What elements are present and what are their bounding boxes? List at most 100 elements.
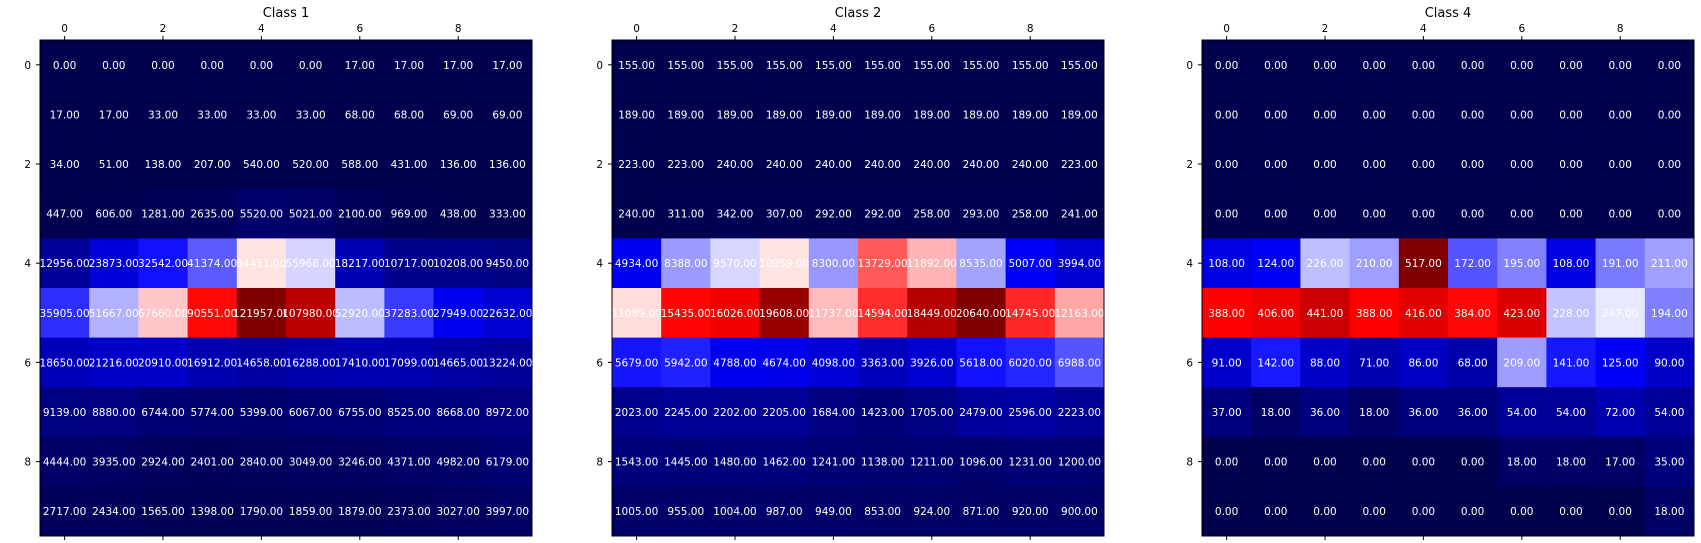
heatmap-cell — [433, 89, 484, 140]
heatmap-cell — [1595, 486, 1646, 537]
heatmap-cell — [286, 486, 336, 537]
cell-value-label: 441.00 — [1307, 308, 1344, 320]
cell-value-label: 18.00 — [1556, 457, 1586, 469]
heatmap-cell — [1005, 288, 1056, 338]
cell-value-label: 0.00 — [53, 60, 76, 72]
heatmap-cell — [187, 436, 238, 487]
cell-value-label: 107980.00 — [282, 308, 339, 320]
cell-value-label: 155.00 — [717, 60, 754, 72]
cell-value-label: 55968.00 — [286, 258, 336, 270]
heatmap-cell — [858, 188, 908, 239]
heatmap-cell — [1644, 436, 1695, 487]
cell-value-label: 311.00 — [667, 209, 704, 221]
heatmap-cell — [187, 188, 238, 239]
cell-value-label: 207.00 — [194, 159, 231, 171]
heatmap-cell — [384, 288, 434, 338]
cell-value-label: 920.00 — [1012, 506, 1049, 518]
heatmap-cell — [1497, 486, 1547, 537]
cell-value-label: 10959.00 — [759, 258, 809, 270]
heatmap-cell — [1398, 40, 1449, 90]
cell-value-label: 14745.00 — [1005, 308, 1055, 320]
cell-value-label: 8525.00 — [387, 407, 430, 419]
cell-value-label: 54.00 — [1556, 407, 1586, 419]
heatmap-cell — [710, 89, 760, 140]
heatmap-cell — [759, 40, 810, 90]
heatmap-cell — [1595, 40, 1646, 90]
cell-value-label: 987.00 — [766, 506, 803, 518]
cell-value-label: 142.00 — [1257, 357, 1294, 369]
cell-value-label: 37283.00 — [384, 308, 434, 320]
cell-value-label: 0.00 — [1609, 209, 1632, 221]
cell-value-label: 293.00 — [963, 209, 1000, 221]
cell-value-label: 8880.00 — [92, 407, 135, 419]
heatmap-cell — [335, 40, 385, 90]
heatmap-cell — [40, 89, 90, 140]
y-tick-label: 0 — [1186, 60, 1193, 72]
heatmap-cell — [661, 387, 711, 438]
cell-value-label: 3997.00 — [486, 506, 529, 518]
cell-value-label: 0.00 — [1215, 506, 1238, 518]
heatmap-panel-2: 155.00 155.00 155.00 155.00 155.00 155.00 155.… — [596, 6, 1105, 540]
cell-value-label: 18650.00 — [40, 357, 90, 369]
cell-value-label: 10208.00 — [433, 258, 483, 270]
cell-value-label: 6020.00 — [1008, 357, 1051, 369]
cell-value-label: 90551.00 — [187, 308, 237, 320]
heatmap-cell — [286, 238, 336, 289]
heatmap-cell — [808, 436, 859, 487]
heatmap-cell — [89, 188, 139, 239]
cell-value-label: 1231.00 — [1008, 457, 1051, 469]
cell-value-label: 307.00 — [766, 209, 803, 221]
heatmap-cell — [858, 337, 908, 388]
cell-value-label: 155.00 — [913, 60, 950, 72]
cell-value-label: 241.00 — [1061, 209, 1098, 221]
cell-value-label: 1543.00 — [615, 457, 658, 469]
cell-value-label: 16912.00 — [187, 357, 237, 369]
cell-value-label: 0.00 — [1461, 209, 1484, 221]
heatmap-cell — [858, 139, 908, 190]
heatmap-cell — [138, 486, 188, 537]
y-tick-label: 2 — [596, 159, 603, 171]
cell-value-label: 0.00 — [1461, 159, 1484, 171]
heatmap-cell — [1448, 337, 1498, 388]
heatmap-cell — [808, 337, 859, 388]
heatmap-cell — [335, 288, 385, 338]
heatmap-cell — [1546, 387, 1596, 438]
heatmap-cell — [89, 89, 139, 140]
heatmap-cell — [808, 486, 859, 537]
cell-value-label: 5618.00 — [959, 357, 1002, 369]
heatmap-cell — [1251, 139, 1301, 190]
heatmap-cell — [1005, 139, 1056, 190]
heatmap-cell — [858, 436, 908, 487]
heatmap-cell — [858, 40, 908, 90]
heatmap-cell — [759, 188, 810, 239]
cell-value-label: 14594.00 — [858, 308, 908, 320]
heatmap-cell — [433, 40, 484, 90]
cell-value-label: 0.00 — [1510, 159, 1533, 171]
heatmap-cell — [907, 288, 957, 338]
x-tick-label: 6 — [1518, 23, 1525, 35]
heatmap-cell — [612, 486, 662, 537]
cell-value-label: 2023.00 — [615, 407, 658, 419]
cell-value-label: 223.00 — [1061, 159, 1098, 171]
heatmap-cell — [1398, 387, 1449, 438]
heatmap-cell — [1398, 238, 1449, 289]
cell-value-label: 5021.00 — [289, 209, 332, 221]
cell-value-label: 189.00 — [667, 109, 704, 121]
heatmap-cell — [384, 40, 434, 90]
cell-value-label: 0.00 — [201, 60, 224, 72]
heatmap-cell — [1497, 238, 1547, 289]
heatmap-cell — [1644, 288, 1695, 338]
heatmap-cell — [482, 288, 533, 338]
cell-value-label: 388.00 — [1356, 308, 1393, 320]
heatmap-cell — [1251, 288, 1301, 338]
heatmap-cell — [187, 238, 238, 289]
y-tick-label: 4 — [1186, 258, 1193, 270]
cell-value-label: 8972.00 — [486, 407, 529, 419]
cell-value-label: 2434.00 — [92, 506, 135, 518]
cell-value-label: 36.00 — [1408, 407, 1438, 419]
heatmap-cell — [1349, 337, 1400, 388]
heatmap-cell — [1497, 337, 1547, 388]
heatmap-cell — [187, 288, 238, 338]
heatmap-cell — [187, 139, 238, 190]
cell-value-label: 520.00 — [292, 159, 329, 171]
